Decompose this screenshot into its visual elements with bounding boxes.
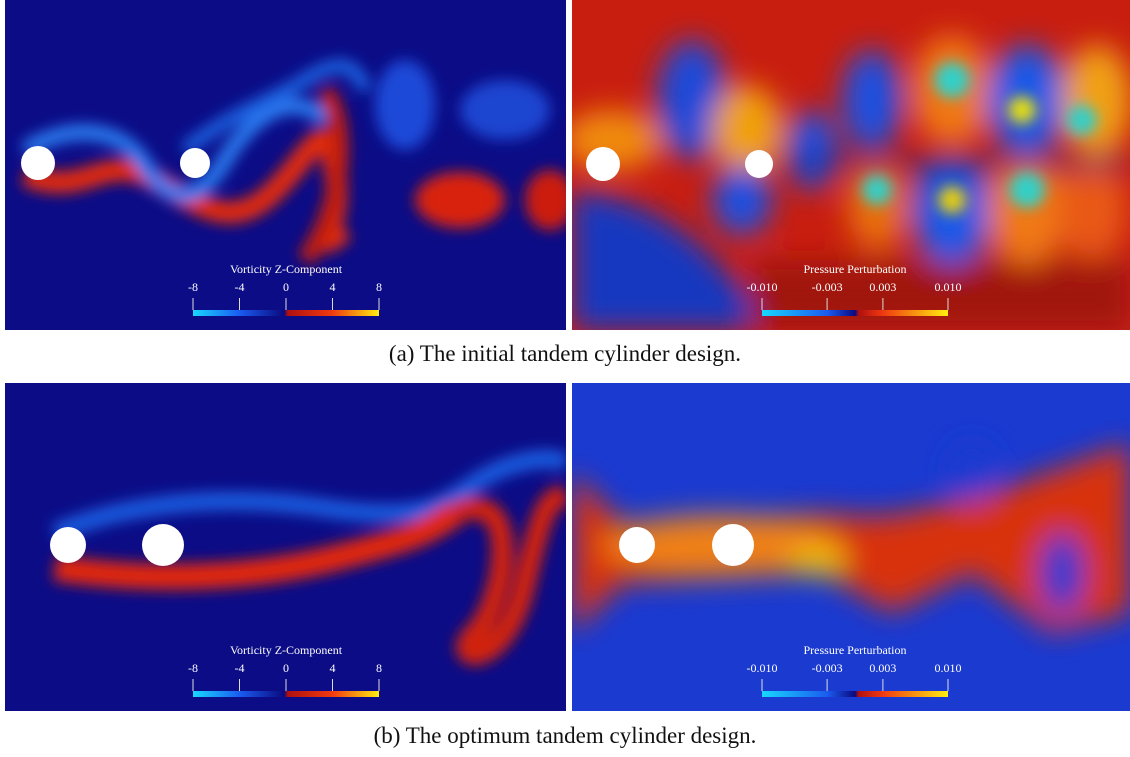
colorbar-tick-label: 0 bbox=[283, 661, 289, 675]
flow-feature bbox=[938, 186, 966, 214]
colorbar-title: Pressure Perturbation bbox=[804, 262, 907, 276]
colorbar-tick-label: 0.003 bbox=[869, 280, 896, 294]
flow-feature bbox=[415, 172, 505, 228]
colorbar-tick-label: 0 bbox=[283, 280, 289, 294]
colorbar-gradient bbox=[762, 310, 948, 316]
colorbar-tick-label: -8 bbox=[188, 280, 198, 294]
flow-feature bbox=[1008, 96, 1036, 124]
colorbar-tick-label: 8 bbox=[376, 661, 382, 675]
vorticity-field: Vorticity Z-Component -8 -4 0 4 8 bbox=[5, 383, 566, 711]
colorbar-tick-label: -8 bbox=[188, 661, 198, 675]
figure: Vorticity Z-Component -8 -4 0 4 8 bbox=[0, 0, 1130, 757]
flow-feature bbox=[745, 150, 773, 178]
colorbar-tick-label: -0.010 bbox=[747, 661, 778, 675]
flow-feature bbox=[180, 148, 210, 178]
colorbar-tick-label: 0.010 bbox=[935, 280, 962, 294]
colorbar-gradient bbox=[193, 691, 379, 697]
colorbar-title: Vorticity Z-Component bbox=[230, 643, 343, 657]
colorbar-tick-label: 8 bbox=[376, 280, 382, 294]
colorbar-tick-label: 0.010 bbox=[935, 661, 962, 675]
flow-feature bbox=[586, 147, 620, 181]
flow-feature bbox=[787, 110, 837, 190]
caption: (b) The optimum tandem cylinder design. bbox=[0, 723, 1130, 749]
colorbar-title: Vorticity Z-Component bbox=[230, 262, 343, 276]
flow-feature bbox=[50, 527, 86, 563]
flow-feature bbox=[1057, 160, 1127, 260]
flow-feature bbox=[862, 175, 892, 205]
flow-feature bbox=[712, 524, 754, 566]
flow-feature bbox=[842, 50, 902, 150]
flow-feature bbox=[375, 60, 435, 150]
flow-feature bbox=[782, 158, 1130, 168]
flow-feature bbox=[460, 80, 550, 140]
flow-feature bbox=[1062, 45, 1130, 155]
colorbar-tick-label: 0.003 bbox=[869, 661, 896, 675]
colorbar-tick-label: -0.003 bbox=[812, 280, 843, 294]
caption: (a) The initial tandem cylinder design. bbox=[0, 341, 1130, 367]
colorbar-tick-label: -0.003 bbox=[812, 661, 843, 675]
flow-feature bbox=[987, 155, 1067, 265]
flow-feature bbox=[619, 527, 655, 563]
colorbar-gradient bbox=[762, 691, 948, 697]
flow-feature bbox=[934, 62, 970, 98]
flow-feature bbox=[1040, 533, 1084, 613]
colorbar-gradient bbox=[193, 310, 379, 316]
flow-feature bbox=[1009, 172, 1045, 208]
vorticity-field: Vorticity Z-Component -8 -4 0 4 8 bbox=[5, 0, 566, 330]
colorbar-tick-label: -4 bbox=[235, 661, 245, 675]
colorbar-tick-label: -0.010 bbox=[747, 280, 778, 294]
flow-feature bbox=[1067, 105, 1097, 135]
flow-feature bbox=[787, 547, 847, 575]
colorbar-tick-label: 4 bbox=[330, 661, 336, 675]
flow-feature bbox=[950, 443, 994, 503]
pressure-field: Pressure Perturbation -0.010 -0.003 0.003 0.… bbox=[572, 383, 1130, 711]
flow-feature bbox=[21, 146, 55, 180]
colorbar-tick-label: 4 bbox=[330, 280, 336, 294]
pressure-field: Pressure Perturbation -0.010 -0.003 0.003 0.… bbox=[572, 0, 1130, 330]
flow-feature bbox=[142, 524, 184, 566]
colorbar-title: Pressure Perturbation bbox=[804, 643, 907, 657]
colorbar-tick-label: -4 bbox=[235, 280, 245, 294]
